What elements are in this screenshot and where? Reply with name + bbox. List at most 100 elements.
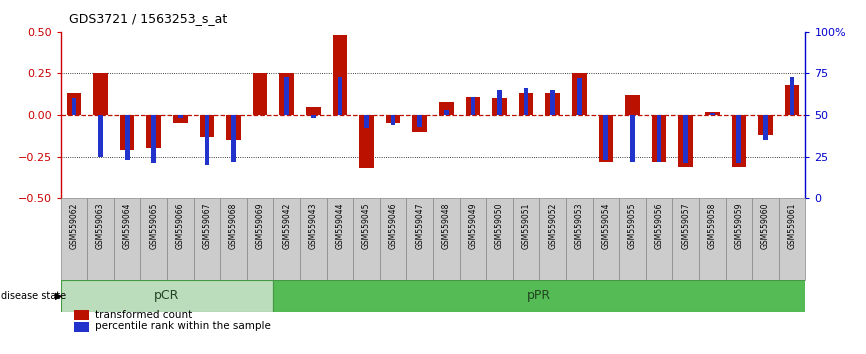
- FancyBboxPatch shape: [699, 198, 726, 280]
- Text: GSM559055: GSM559055: [628, 202, 637, 249]
- Bar: [125, 115, 130, 160]
- FancyBboxPatch shape: [513, 198, 540, 280]
- Bar: [98, 115, 103, 156]
- FancyBboxPatch shape: [326, 198, 353, 280]
- FancyBboxPatch shape: [779, 198, 805, 280]
- Bar: [253, 74, 268, 115]
- Bar: [785, 85, 799, 115]
- Bar: [274, 280, 805, 312]
- Bar: [61, 280, 274, 312]
- Text: GSM559066: GSM559066: [176, 202, 184, 249]
- Bar: [152, 115, 156, 163]
- Text: percentile rank within the sample: percentile rank within the sample: [95, 321, 271, 331]
- FancyBboxPatch shape: [274, 198, 300, 280]
- Text: GSM559053: GSM559053: [575, 202, 584, 249]
- Text: GSM559046: GSM559046: [389, 202, 397, 249]
- Bar: [519, 93, 533, 115]
- FancyBboxPatch shape: [540, 198, 566, 280]
- FancyBboxPatch shape: [140, 198, 167, 280]
- Bar: [146, 115, 161, 148]
- FancyBboxPatch shape: [300, 198, 326, 280]
- Bar: [74, 322, 89, 332]
- FancyBboxPatch shape: [220, 198, 247, 280]
- Bar: [284, 77, 289, 115]
- Text: GSM559056: GSM559056: [655, 202, 663, 249]
- Bar: [758, 115, 772, 135]
- FancyBboxPatch shape: [460, 198, 486, 280]
- Bar: [306, 107, 320, 115]
- FancyBboxPatch shape: [619, 198, 646, 280]
- FancyBboxPatch shape: [380, 198, 406, 280]
- FancyBboxPatch shape: [87, 198, 113, 280]
- Text: GSM559061: GSM559061: [787, 202, 797, 249]
- Bar: [470, 97, 475, 115]
- Bar: [630, 115, 635, 162]
- Bar: [466, 97, 481, 115]
- FancyBboxPatch shape: [353, 198, 380, 280]
- Text: GSM559043: GSM559043: [309, 202, 318, 249]
- Bar: [763, 115, 768, 140]
- Bar: [598, 115, 613, 162]
- Bar: [790, 77, 794, 115]
- FancyBboxPatch shape: [433, 198, 460, 280]
- Text: GSM559050: GSM559050: [495, 202, 504, 249]
- Bar: [412, 115, 427, 132]
- Bar: [444, 110, 449, 115]
- Text: pPR: pPR: [527, 289, 552, 302]
- FancyBboxPatch shape: [566, 198, 592, 280]
- Text: GSM559052: GSM559052: [548, 202, 557, 249]
- FancyBboxPatch shape: [672, 198, 699, 280]
- Bar: [732, 115, 746, 167]
- Text: GSM559054: GSM559054: [601, 202, 611, 249]
- Bar: [550, 90, 555, 115]
- FancyBboxPatch shape: [167, 198, 194, 280]
- Bar: [72, 98, 76, 115]
- Bar: [546, 93, 560, 115]
- Bar: [492, 98, 507, 115]
- Text: transformed count: transformed count: [95, 310, 192, 320]
- Bar: [625, 95, 640, 115]
- Bar: [120, 115, 134, 150]
- Bar: [338, 77, 342, 115]
- Bar: [572, 74, 586, 115]
- Bar: [656, 115, 662, 162]
- Bar: [173, 115, 188, 124]
- FancyBboxPatch shape: [113, 198, 140, 280]
- Text: GSM559059: GSM559059: [734, 202, 743, 249]
- Bar: [678, 115, 693, 167]
- Text: GSM559063: GSM559063: [96, 202, 105, 249]
- Bar: [524, 88, 528, 115]
- FancyBboxPatch shape: [726, 198, 753, 280]
- Text: ▶: ▶: [55, 291, 62, 301]
- FancyBboxPatch shape: [194, 198, 220, 280]
- Bar: [333, 35, 347, 115]
- Bar: [67, 93, 81, 115]
- Bar: [710, 113, 714, 115]
- Text: GSM559042: GSM559042: [282, 202, 291, 249]
- Bar: [74, 310, 89, 320]
- Text: GSM559067: GSM559067: [203, 202, 211, 249]
- Text: disease state: disease state: [1, 291, 66, 301]
- Bar: [736, 115, 741, 163]
- Text: GSM559060: GSM559060: [761, 202, 770, 249]
- Bar: [311, 115, 316, 118]
- Text: pCR: pCR: [154, 289, 180, 302]
- Bar: [391, 115, 396, 125]
- Bar: [705, 112, 720, 115]
- Text: GDS3721 / 1563253_s_at: GDS3721 / 1563253_s_at: [69, 12, 228, 25]
- Text: GSM559051: GSM559051: [521, 202, 531, 249]
- FancyBboxPatch shape: [406, 198, 433, 280]
- Text: GSM559062: GSM559062: [69, 202, 79, 249]
- Text: GSM559047: GSM559047: [415, 202, 424, 249]
- Bar: [417, 115, 422, 127]
- FancyBboxPatch shape: [247, 198, 274, 280]
- Text: GSM559057: GSM559057: [682, 202, 690, 249]
- Text: GSM559068: GSM559068: [229, 202, 238, 249]
- Bar: [652, 115, 667, 162]
- Bar: [683, 115, 688, 163]
- Bar: [364, 115, 369, 129]
- Bar: [231, 115, 236, 162]
- Bar: [439, 102, 454, 115]
- Bar: [497, 90, 502, 115]
- Bar: [280, 74, 294, 115]
